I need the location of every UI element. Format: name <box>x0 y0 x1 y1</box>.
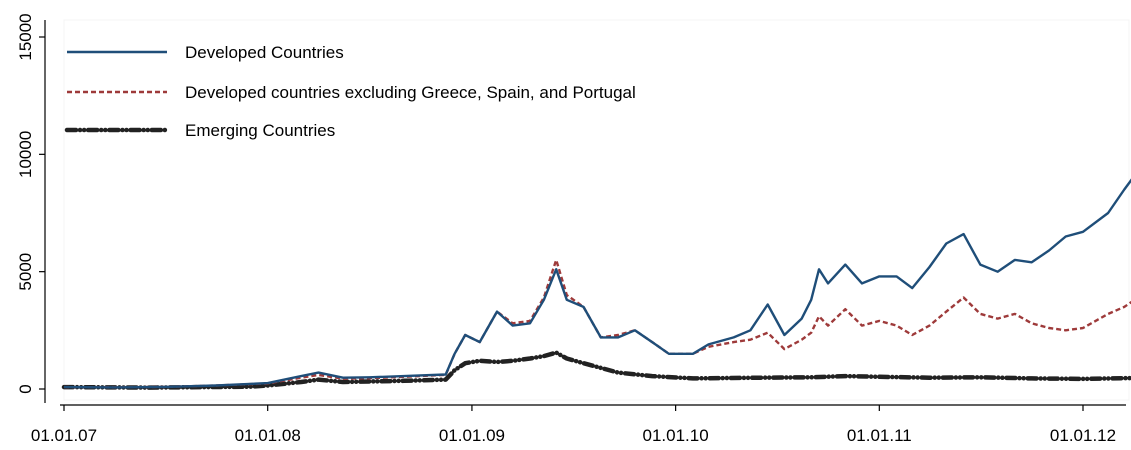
y-tick-label: 5000 <box>16 253 35 291</box>
plot-background <box>63 19 1130 401</box>
y-tick-label: 10000 <box>16 131 35 178</box>
legend: Developed Countries Developed countries e… <box>64 43 636 140</box>
legend-label-1: Developed Countries <box>185 43 344 62</box>
series-line-2 <box>63 258 1131 389</box>
axes: 0 5000 10000 15000 01.01.07 01.01.08 01.01.09 0… <box>16 13 1126 445</box>
x-tick-label: 01.01.12 <box>1050 426 1116 445</box>
y-tick-label: 0 <box>16 384 35 393</box>
x-tick-label: 01.01.09 <box>439 426 505 445</box>
x-tick-label: 01.01.10 <box>643 426 709 445</box>
x-tick-label: 01.01.11 <box>847 426 912 445</box>
series-line-1 <box>63 178 1131 389</box>
y-tick-label: 15000 <box>16 13 35 60</box>
legend-label-3: Emerging Countries <box>185 121 335 140</box>
plot-area <box>63 19 1130 401</box>
x-tick-label: 01.01.07 <box>31 426 97 445</box>
legend-label-2: Developed countries excluding Greece, Sp… <box>185 83 636 102</box>
series-line-3 <box>61 350 1131 390</box>
series-lines <box>61 178 1131 390</box>
x-tick-label: 01.01.08 <box>235 426 301 445</box>
